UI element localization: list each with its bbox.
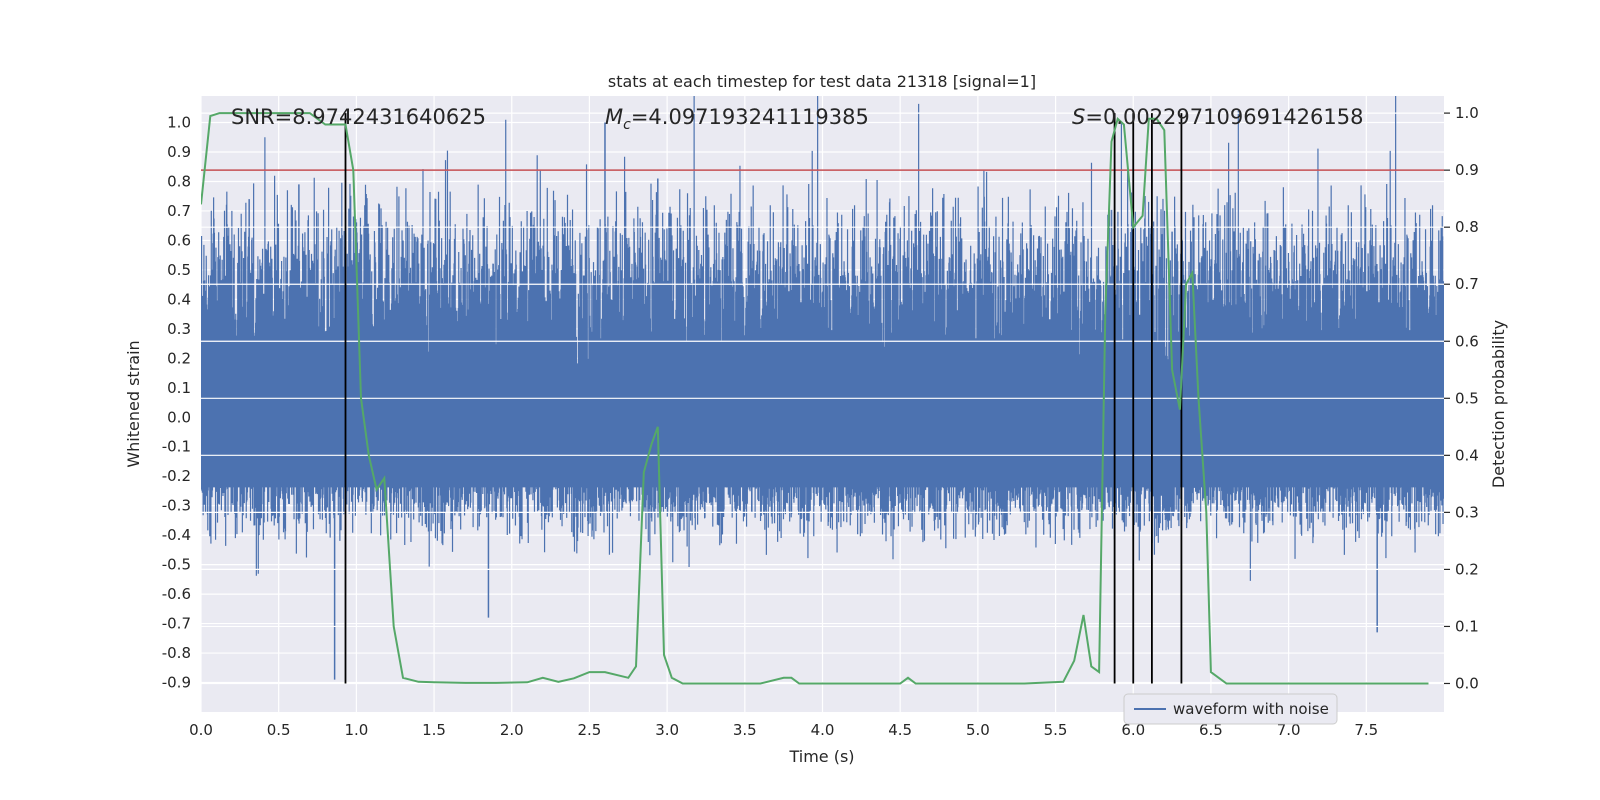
x-axis-label: Time (s) [788, 747, 854, 766]
legend-box [1123, 693, 1338, 725]
waveform-series [201, 96, 1444, 680]
left-y-tick-label: 0.4 [167, 290, 191, 308]
x-tick-label: 4.5 [888, 721, 912, 739]
x-tick-label: 0.0 [189, 721, 213, 739]
right-y-tick-label: 0.8 [1455, 218, 1479, 236]
x-axis-ticks: 0.0 0.5 1.0 1.5 2.0 2.5 3.0 3.5 4.0 4.5 5.0 5.5 6.0 6… [189, 721, 1378, 739]
x-tick-label: 1.0 [344, 721, 368, 739]
right-y-tick-label: 0.9 [1455, 161, 1479, 179]
left-y-tick-label: -0.8 [162, 644, 191, 662]
chart-title: stats at each timestep for test data 213… [608, 72, 1036, 91]
snr-annotation: SNR=8.9742431640625 [231, 105, 486, 129]
right-y-axis-ticks: 1.0 0.9 0.8 0.7 0.6 0.5 0.4 0.3 0.2 0.1 0.0 [1444, 104, 1479, 692]
x-tick-label: 4.0 [811, 721, 835, 739]
x-tick-label: 6.5 [1199, 721, 1223, 739]
right-y-tick-label: 0.4 [1455, 446, 1479, 464]
s-annotation: S=0.002297109691426158 [1072, 105, 1363, 129]
left-y-tick-label: 1.0 [167, 114, 191, 132]
x-tick-label: 2.5 [578, 721, 602, 739]
mc-symbol: M [605, 105, 623, 129]
left-y-tick-label: 0.3 [167, 320, 191, 338]
x-tick-label: 3.5 [733, 721, 757, 739]
mc-annotation: Mc=4.097193241119385 [605, 105, 869, 133]
right-y-tick-label: 0.1 [1455, 617, 1479, 635]
left-y-tick-label: -0.1 [162, 438, 191, 456]
detection-markers [344, 113, 1183, 684]
x-tick-label: 2.0 [500, 721, 524, 739]
left-y-axis-ticks: 1.0 0.9 0.8 0.7 0.6 0.5 0.4 0.3 0.2 0.1 0.0 -0.1 -0.… [162, 114, 191, 692]
left-y-tick-label: 0.2 [167, 349, 191, 367]
right-y-tick-label: 0.0 [1455, 674, 1479, 692]
left-y-tick-label: 0.7 [167, 202, 191, 220]
left-y-tick-label: -0.5 [162, 556, 191, 574]
left-y-tick-label: 0.6 [167, 231, 191, 249]
left-y-tick-label: -0.9 [162, 674, 191, 692]
legend-label: waveform with noise [1173, 700, 1329, 718]
x-tick-label: 7.0 [1277, 721, 1301, 739]
x-tick-label: 5.0 [966, 721, 990, 739]
s-symbol: S [1072, 105, 1085, 129]
right-y-tick-label: 0.2 [1455, 560, 1479, 578]
x-tick-label: 1.5 [422, 721, 446, 739]
x-tick-label: 6.0 [1121, 721, 1145, 739]
legend: waveform with noise [1123, 693, 1338, 725]
right-y-tick-label: 1.0 [1455, 104, 1479, 122]
left-y-tick-label: -0.7 [162, 615, 191, 633]
x-tick-label: 5.5 [1044, 721, 1068, 739]
mc-value: =4.097193241119385 [631, 105, 869, 129]
waveform-trace [201, 96, 1444, 581]
left-y-axis-label: Whitened strain [124, 340, 143, 467]
left-y-tick-label: 0.9 [167, 143, 191, 161]
mc-subscript: c [623, 117, 631, 133]
x-tick-label: 7.5 [1354, 721, 1378, 739]
left-y-tick-label: 0.5 [167, 261, 191, 279]
left-y-tick-label: -0.6 [162, 585, 191, 603]
left-y-tick-label: 0.1 [167, 379, 191, 397]
left-y-tick-label: -0.2 [162, 467, 191, 485]
right-y-tick-label: 0.3 [1455, 503, 1479, 521]
left-y-tick-label: 0.0 [167, 408, 191, 426]
left-y-tick-label: -0.3 [162, 497, 191, 515]
right-y-tick-label: 0.7 [1455, 275, 1479, 293]
x-tick-label: 3.0 [655, 721, 679, 739]
right-y-tick-label: 0.5 [1455, 389, 1479, 407]
x-tick-label: 0.5 [267, 721, 291, 739]
right-y-axis-label: Detection probability [1489, 320, 1508, 488]
detection-probability-line [201, 112, 1429, 685]
right-y-tick-label: 0.6 [1455, 332, 1479, 350]
left-y-tick-label: -0.4 [162, 526, 191, 544]
left-y-tick-label: 0.8 [167, 172, 191, 190]
s-value: =0.002297109691426158 [1085, 105, 1363, 129]
